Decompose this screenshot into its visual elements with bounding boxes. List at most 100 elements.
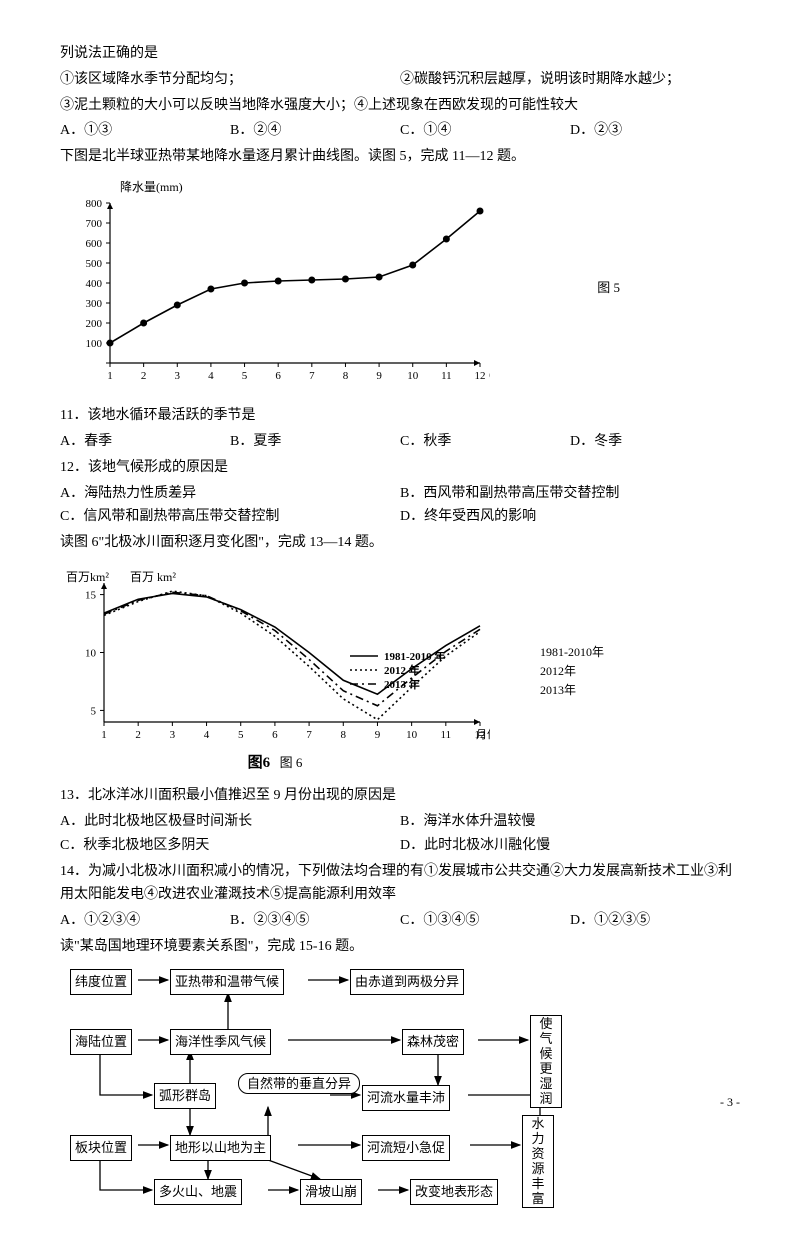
- q11-optC[interactable]: C．秋季: [400, 430, 570, 454]
- intro-7: 读"某岛国地理环境要素关系图"，完成 15-16 题。: [60, 935, 740, 959]
- chart-6-wrap: 百万km² 百万 km² 51015123456789101112月份1981-…: [60, 563, 740, 776]
- legend-side-3: 2013年: [540, 681, 604, 700]
- svg-text:2012 年: 2012 年: [384, 663, 420, 677]
- svg-text:5: 5: [242, 370, 248, 382]
- svg-text:15: 15: [85, 590, 97, 602]
- q14-optA[interactable]: A．①②③④: [60, 909, 230, 933]
- svg-text:2: 2: [135, 729, 141, 741]
- svg-text:500: 500: [86, 258, 103, 270]
- node-n13: 河流短小急促: [362, 1135, 450, 1161]
- chart-6: 51015123456789101112月份1981-2010 年2012 年2…: [60, 563, 490, 748]
- q11-text: 11．该地水循环最活跃的季节是: [60, 404, 740, 428]
- svg-text:9: 9: [376, 370, 382, 382]
- q11-optB[interactable]: B．夏季: [230, 430, 400, 454]
- q11-options: A．春季 B．夏季 C．秋季 D．冬季: [60, 430, 740, 454]
- q11-optD[interactable]: D．冬季: [570, 430, 740, 454]
- node-n6: 森林茂密: [402, 1029, 464, 1055]
- svg-text:2013 年: 2013 年: [384, 677, 420, 691]
- legend-side-1: 1981-2010年: [540, 643, 604, 662]
- chart6-ylabel: 百万 km²: [130, 567, 176, 587]
- q13-text: 13．北冰洋冰川面积最小值推迟至 9 月份出现的原因是: [60, 784, 740, 808]
- q10-optC[interactable]: C．①④: [400, 119, 570, 143]
- q12-row2: C．信风带和副热带高压带交替控制 D．终年受西风的影响: [60, 505, 740, 529]
- node-n1: 纬度位置: [70, 969, 132, 995]
- svg-text:2: 2: [141, 370, 147, 382]
- intro-5: 下图是北半球亚热带某地降水量逐月累计曲线图。读图 5，完成 11—12 题。: [60, 145, 740, 169]
- svg-text:7: 7: [309, 370, 315, 382]
- svg-text:9: 9: [375, 729, 381, 741]
- chart6-ylabel-orig: 百万km²: [66, 567, 109, 587]
- svg-text:月份: 月份: [476, 728, 490, 741]
- q14-options: A．①②③④ B．②③④⑤ C．①③④⑤ D．①②③⑤: [60, 909, 740, 933]
- q10-s3: ③泥土颗粒的大小可以反映当地降水强度大小；④上述现象在西欧发现的可能性较大: [60, 94, 740, 118]
- svg-text:6: 6: [275, 370, 281, 382]
- q13-row1: A．此时北极地区极昼时间渐长 B．海洋水体升温较慢: [60, 810, 740, 834]
- svg-text:10: 10: [407, 370, 419, 382]
- svg-text:3: 3: [170, 729, 176, 741]
- q14-optD[interactable]: D．①②③⑤: [570, 909, 740, 933]
- q14-optC[interactable]: C．①③④⑤: [400, 909, 570, 933]
- q13-optB[interactable]: B．海洋水体升温较慢: [400, 810, 740, 834]
- svg-text:10: 10: [85, 647, 97, 659]
- q10-s2: ②碳酸钙沉积层越厚，说明该时期降水越少；: [400, 68, 740, 92]
- node-n9: 自然带的垂直分异: [238, 1073, 360, 1095]
- q13-optC[interactable]: C．秋季北极地区多阴天: [60, 834, 400, 858]
- chart-5: 100200300400500600700800123456789101112（…: [60, 197, 490, 387]
- node-n5: 海洋性季风气候: [170, 1029, 271, 1055]
- q10-optA[interactable]: A．①③: [60, 119, 230, 143]
- svg-text:11: 11: [441, 370, 452, 382]
- q10-options: A．①③ B．②④ C．①④ D．②③: [60, 119, 740, 143]
- chart6-caption: 图 6: [280, 755, 303, 770]
- q12-row1: A．海陆热力性质差异 B．西风带和副热带高压带交替控制: [60, 482, 740, 506]
- chart5-ylabel: 降水量(mm): [120, 177, 740, 197]
- svg-text:8: 8: [341, 729, 347, 741]
- svg-text:10: 10: [406, 729, 418, 741]
- svg-text:5: 5: [238, 729, 244, 741]
- node-n8: 弧形群岛: [154, 1083, 216, 1109]
- svg-text:800: 800: [86, 198, 103, 210]
- q13-optD[interactable]: D．此时北极冰川融化慢: [400, 834, 740, 858]
- q10-s1: ①该区域降水季节分配均匀；: [60, 68, 400, 92]
- legend-side-2: 2012年: [540, 662, 604, 681]
- q10-optD[interactable]: D．②③: [570, 119, 740, 143]
- intro-6: 读图 6"北极冰川面积逐月变化图"，完成 13—14 题。: [60, 531, 740, 555]
- node-n16: 滑坡山崩: [300, 1179, 362, 1205]
- svg-text:700: 700: [86, 218, 103, 230]
- svg-text:5: 5: [91, 705, 97, 717]
- svg-text:4: 4: [208, 370, 214, 382]
- q14-optB[interactable]: B．②③④⑤: [230, 909, 400, 933]
- chart5-caption: 图 5: [597, 277, 620, 299]
- svg-text:1: 1: [101, 729, 107, 741]
- q10-s1-s2: ①该区域降水季节分配均匀； ②碳酸钙沉积层越厚，说明该时期降水越少；: [60, 68, 740, 92]
- svg-text:4: 4: [204, 729, 210, 741]
- svg-text:7: 7: [306, 729, 312, 741]
- page-number: - 3 -: [720, 1092, 740, 1112]
- svg-text:8: 8: [343, 370, 349, 382]
- svg-text:600: 600: [86, 238, 103, 250]
- svg-text:（月）: （月）: [482, 369, 490, 382]
- q12-optB[interactable]: B．西风带和副热带高压带交替控制: [400, 482, 740, 506]
- node-n3: 由赤道到两极分异: [350, 969, 464, 995]
- svg-text:6: 6: [272, 729, 278, 741]
- node-n17: 改变地表形态: [410, 1179, 498, 1205]
- node-n15: 多火山、地震: [154, 1179, 242, 1205]
- node-n11: 板块位置: [70, 1135, 132, 1161]
- q10-optB[interactable]: B．②④: [230, 119, 400, 143]
- node-n2: 亚热带和温带气候: [170, 969, 284, 995]
- q13-row2: C．秋季北极地区多阴天 D．此时北极冰川融化慢: [60, 834, 740, 858]
- svg-text:11: 11: [441, 729, 452, 741]
- q12-optA[interactable]: A．海陆热力性质差异: [60, 482, 400, 506]
- q12-optD[interactable]: D．终年受西风的影响: [400, 505, 740, 529]
- svg-text:100: 100: [86, 338, 103, 350]
- q10-stem-tail: 列说法正确的是: [60, 42, 740, 66]
- q11-optA[interactable]: A．春季: [60, 430, 230, 454]
- node-n7: 使气候更湿润: [530, 1015, 562, 1109]
- node-n4: 海陆位置: [70, 1029, 132, 1055]
- q12-optC[interactable]: C．信风带和副热带高压带交替控制: [60, 505, 400, 529]
- node-n14: 水力资源丰富: [522, 1115, 554, 1209]
- q14-text: 14．为减小北极冰川面积减小的情况，下列做法均合理的有①发展城市公共交通②大力发…: [60, 860, 740, 908]
- svg-text:400: 400: [86, 278, 103, 290]
- svg-text:300: 300: [86, 298, 103, 310]
- q13-optA[interactable]: A．此时北极地区极昼时间渐长: [60, 810, 400, 834]
- svg-text:1981-2010 年: 1981-2010 年: [384, 649, 445, 663]
